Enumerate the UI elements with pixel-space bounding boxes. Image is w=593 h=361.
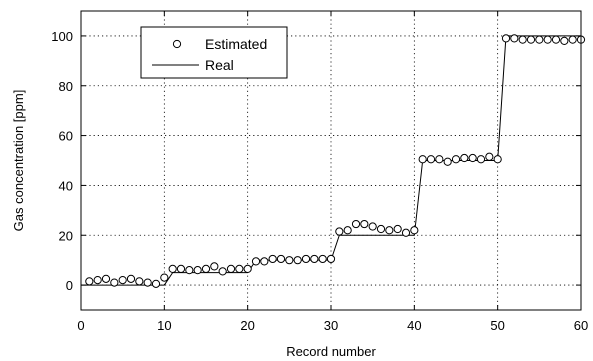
estimated-point (318, 254, 327, 264)
estimated-point (493, 155, 502, 164)
series-estimated (85, 34, 586, 288)
estimated-point (485, 152, 494, 161)
series-real (81, 35, 581, 286)
estimated-point (185, 266, 194, 275)
estimated-point (476, 155, 486, 164)
legend-label-estimated: Estimated (205, 36, 267, 52)
estimated-point (301, 254, 311, 264)
estimated-point (535, 35, 544, 44)
estimated-point (101, 274, 111, 283)
estimated-point (418, 155, 427, 164)
y-axis-title: Gas concentration [ppm] (11, 90, 26, 232)
estimated-point (468, 153, 477, 163)
estimated-point (193, 266, 202, 275)
estimated-point (293, 256, 302, 265)
y-tick-label: 20 (59, 228, 73, 243)
estimated-point (568, 35, 577, 44)
estimated-point (443, 157, 452, 166)
estimated-point (143, 278, 152, 287)
estimated-point (435, 155, 444, 164)
estimated-point (376, 224, 386, 234)
estimated-point (85, 277, 94, 286)
estimated-point (276, 254, 286, 264)
estimated-point (126, 274, 136, 283)
legend-marker-estimated (172, 39, 182, 49)
estimated-point (551, 35, 561, 44)
estimated-point (335, 227, 344, 236)
estimated-point (560, 36, 569, 46)
estimated-point (368, 222, 377, 231)
estimated-point (451, 155, 461, 164)
x-tick-label: 0 (77, 318, 84, 333)
estimated-point (401, 228, 411, 237)
estimated-point (243, 264, 252, 273)
estimated-point (235, 264, 244, 273)
estimated-point (168, 264, 177, 273)
estimated-point (135, 277, 144, 286)
estimated-point (426, 155, 436, 164)
x-tick-label: 40 (407, 318, 421, 333)
estimated-point (110, 278, 119, 287)
x-tick-label: 60 (574, 318, 588, 333)
estimated-point (210, 262, 219, 271)
estimated-point (518, 35, 527, 44)
estimated-point (410, 226, 419, 235)
estimated-point (360, 219, 369, 229)
estimated-point (151, 279, 161, 288)
x-tick-label: 10 (157, 318, 171, 333)
estimated-point (176, 264, 186, 273)
estimated-point (251, 257, 261, 266)
grid-lines (81, 11, 581, 310)
y-tick-label: 40 (59, 178, 73, 193)
legend-label-real: Real (205, 57, 234, 73)
estimated-point (351, 219, 361, 229)
legend-box (140, 26, 288, 79)
estimated-point (501, 34, 511, 43)
y-tick-label: 0 (66, 278, 73, 293)
x-tick-label: 20 (240, 318, 254, 333)
legend: Estimated Real (140, 26, 288, 79)
y-tick-label: 80 (59, 79, 73, 94)
estimated-point (343, 226, 352, 235)
estimated-point (218, 267, 227, 276)
estimated-point (385, 226, 394, 235)
estimated-point (118, 276, 127, 285)
x-tick-label: 30 (324, 318, 338, 333)
x-tick-label: 50 (490, 318, 504, 333)
estimated-point (260, 257, 269, 266)
estimated-point (310, 254, 319, 264)
real-line (81, 35, 581, 286)
estimated-point (510, 34, 519, 43)
estimated-point (93, 276, 102, 285)
estimated-point (460, 153, 469, 163)
axis-ticks: 0 10 20 30 40 50 60 0 20 40 60 80 100 (51, 11, 588, 333)
estimated-point (526, 35, 536, 44)
estimated-point (201, 264, 211, 273)
estimated-point (393, 224, 402, 234)
y-tick-label: 100 (51, 29, 73, 44)
x-axis-title: Record number (286, 344, 376, 359)
y-tick-label: 60 (59, 129, 73, 144)
estimated-point (160, 273, 169, 282)
estimated-point (326, 254, 336, 264)
estimated-point (285, 256, 294, 265)
estimated-point (543, 35, 552, 44)
estimated-point (226, 264, 236, 273)
estimated-point (268, 254, 277, 264)
